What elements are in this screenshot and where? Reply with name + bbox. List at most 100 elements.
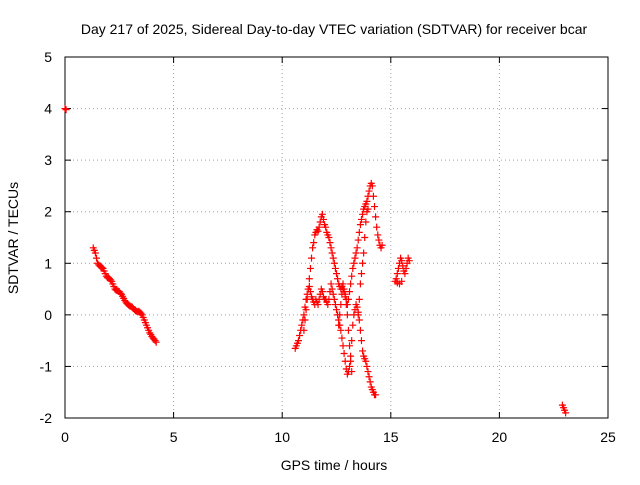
data-point bbox=[350, 259, 358, 267]
data-point bbox=[374, 231, 382, 239]
data-point bbox=[310, 239, 318, 247]
data-point bbox=[333, 270, 340, 278]
data-point bbox=[356, 326, 364, 334]
x-tick-label: 0 bbox=[61, 429, 69, 445]
data-point bbox=[306, 264, 314, 272]
data-point bbox=[369, 192, 377, 200]
data-point bbox=[343, 311, 351, 319]
data-point bbox=[146, 329, 154, 337]
data-point bbox=[340, 350, 348, 358]
y-tick-label: 1 bbox=[44, 255, 52, 271]
data-point bbox=[333, 306, 340, 314]
data-point bbox=[336, 311, 344, 319]
y-tick-label: 5 bbox=[44, 49, 52, 65]
y-axis-label: SDTVAR / TECUs bbox=[5, 182, 21, 294]
data-point bbox=[392, 275, 400, 283]
data-point bbox=[329, 290, 337, 298]
data-point bbox=[375, 236, 383, 244]
data-point bbox=[62, 106, 70, 114]
data-point bbox=[398, 257, 406, 265]
data-series bbox=[61, 105, 570, 417]
data-point bbox=[328, 285, 336, 293]
data-point bbox=[405, 257, 413, 265]
data-point bbox=[314, 227, 322, 235]
data-point bbox=[393, 270, 401, 278]
data-point bbox=[359, 259, 367, 267]
data-point bbox=[152, 338, 160, 346]
data-point bbox=[98, 263, 106, 271]
data-point bbox=[357, 270, 365, 278]
data-point bbox=[346, 342, 354, 350]
data-point bbox=[92, 254, 100, 262]
data-point bbox=[362, 357, 370, 365]
plot-frame bbox=[64, 56, 609, 419]
data-point bbox=[353, 244, 361, 252]
x-axis-label: GPS time / hours bbox=[281, 457, 388, 473]
grid bbox=[65, 57, 608, 418]
data-point bbox=[305, 275, 313, 283]
data-point bbox=[137, 309, 145, 317]
data-point bbox=[357, 337, 365, 345]
data-point bbox=[372, 213, 380, 221]
data-point bbox=[361, 234, 369, 241]
data-point bbox=[394, 264, 402, 272]
data-point bbox=[303, 295, 311, 303]
data-point bbox=[328, 249, 336, 257]
data-point bbox=[330, 259, 338, 267]
data-point bbox=[325, 234, 333, 241]
data-point bbox=[346, 362, 354, 370]
data-point bbox=[330, 295, 338, 303]
data-point bbox=[339, 342, 347, 350]
data-point bbox=[362, 218, 370, 226]
data-point bbox=[355, 295, 363, 303]
data-point bbox=[334, 275, 342, 283]
data-point bbox=[359, 347, 367, 355]
data-point bbox=[348, 368, 356, 376]
data-point bbox=[342, 301, 350, 309]
data-point bbox=[61, 105, 69, 113]
data-point bbox=[318, 210, 326, 218]
data-point bbox=[363, 197, 371, 205]
data-point bbox=[318, 288, 326, 296]
data-point bbox=[300, 326, 308, 334]
data-point bbox=[348, 337, 356, 345]
data-point bbox=[401, 270, 409, 278]
data-point bbox=[335, 321, 343, 329]
y-tick-label: 0 bbox=[44, 307, 52, 323]
data-point bbox=[329, 254, 337, 262]
data-point bbox=[151, 337, 159, 345]
data-point bbox=[298, 321, 306, 329]
data-point bbox=[363, 362, 371, 370]
data-point bbox=[107, 276, 115, 284]
y-tick-label: -2 bbox=[40, 410, 53, 426]
data-point bbox=[301, 316, 309, 324]
data-point bbox=[294, 337, 302, 345]
data-point bbox=[296, 331, 304, 339]
data-point bbox=[349, 321, 357, 329]
data-point bbox=[91, 249, 99, 257]
data-point bbox=[347, 280, 355, 288]
data-point bbox=[360, 249, 368, 257]
data-point bbox=[340, 288, 348, 296]
data-point bbox=[354, 236, 362, 244]
data-point bbox=[353, 303, 361, 311]
data-point bbox=[324, 301, 332, 309]
data-point bbox=[371, 203, 379, 211]
data-point bbox=[368, 182, 376, 190]
data-point bbox=[402, 264, 410, 272]
data-point bbox=[347, 357, 355, 365]
data-point bbox=[373, 223, 381, 231]
data-point bbox=[359, 210, 367, 218]
data-point bbox=[366, 378, 374, 386]
data-point bbox=[352, 249, 360, 257]
data-point bbox=[562, 409, 570, 417]
data-point bbox=[327, 280, 335, 288]
data-point bbox=[349, 264, 357, 272]
data-point bbox=[314, 301, 322, 309]
y-tick-label: 2 bbox=[44, 204, 52, 220]
data-point bbox=[356, 280, 364, 288]
data-point bbox=[354, 311, 362, 319]
data-point bbox=[300, 311, 308, 319]
data-point bbox=[364, 205, 372, 213]
